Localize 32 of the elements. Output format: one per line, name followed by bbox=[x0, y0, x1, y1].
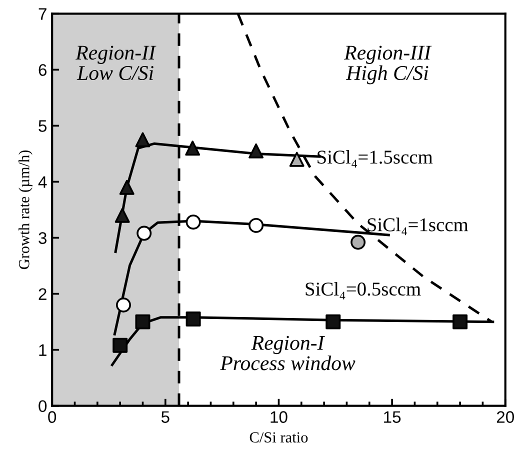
y-tick-label: 0 bbox=[38, 400, 47, 412]
point bbox=[248, 143, 264, 158]
x-tick-label: 20 bbox=[496, 411, 514, 423]
point bbox=[135, 132, 150, 148]
y-axis-title: Growth rate (µm/h) bbox=[18, 150, 32, 270]
y-tick-label: 5 bbox=[38, 120, 47, 132]
y-tick-label: 3 bbox=[38, 232, 47, 244]
x-axis-title: C/Si ratio bbox=[250, 432, 308, 443]
series-label: SiCl₄=1sccm bbox=[368, 218, 468, 236]
point bbox=[326, 314, 341, 330]
point bbox=[135, 314, 150, 330]
x-tick-label: 10 bbox=[270, 411, 288, 423]
y-tick-label: 1 bbox=[39, 344, 46, 356]
annotation: Region-II Low C/Si bbox=[76, 46, 156, 80]
x-tick-label: 0 bbox=[48, 411, 56, 423]
annotation: Region-III High C/Si bbox=[344, 46, 432, 84]
point bbox=[114, 208, 130, 223]
point bbox=[119, 180, 134, 195]
x-tick-label: 15 bbox=[384, 411, 401, 423]
series-label: SiCl₄=1.5sccm bbox=[318, 150, 433, 168]
point bbox=[289, 152, 304, 167]
annotation: Region-I Process window bbox=[220, 336, 356, 370]
y-tick-label: 2 bbox=[38, 288, 46, 300]
x-tick-label: 5 bbox=[161, 411, 170, 423]
series-label: SiCl₄=0.5sccm bbox=[306, 282, 421, 300]
y-tick-label: 6 bbox=[38, 64, 47, 76]
point bbox=[112, 338, 128, 353]
point bbox=[186, 312, 201, 326]
y-tick-label: 4 bbox=[38, 176, 47, 188]
point bbox=[452, 314, 468, 330]
y-tick-label: 7 bbox=[38, 8, 46, 20]
point bbox=[185, 140, 200, 156]
